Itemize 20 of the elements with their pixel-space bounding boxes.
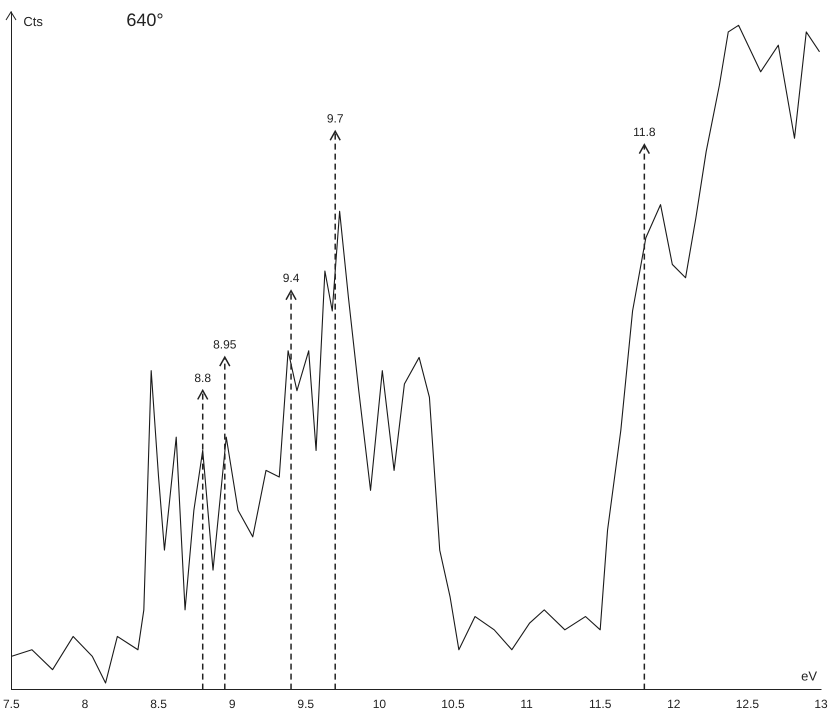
chart-title: 640° [126, 10, 164, 30]
x-tick-label: 10.5 [441, 697, 465, 712]
ref-line-label: 8.8 [194, 370, 212, 385]
x-tick-label: 11 [520, 697, 534, 712]
x-tick-label: 12.5 [736, 697, 760, 712]
x-tick-label: 13 [814, 697, 828, 712]
y-axis-title: Cts [23, 14, 44, 30]
ref-line-label: 9.4 [282, 271, 300, 286]
x-tick-label: 12 [667, 697, 681, 712]
x-tick-label: 8.5 [150, 697, 168, 712]
x-tick-label: 7.5 [2, 697, 20, 712]
x-tick-label: 9.5 [297, 697, 314, 712]
x-axis-title: eV [801, 668, 818, 684]
x-tick-label: 11.5 [588, 697, 612, 712]
x-tick-label: 9 [228, 697, 236, 712]
x-tick-label: 10 [372, 697, 386, 712]
x-tick-label: 8 [82, 697, 89, 712]
ref-line-label: 9.7 [326, 112, 344, 126]
ref-line-label: 11.8 [633, 124, 656, 139]
ref-line-label: 8.95 [213, 337, 237, 352]
